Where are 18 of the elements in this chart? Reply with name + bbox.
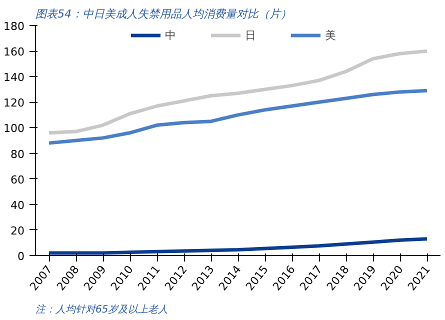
y-tick-label: 100 <box>4 122 25 136</box>
y-tick-label: 120 <box>4 96 25 110</box>
y-tick-label: 20 <box>10 224 25 238</box>
y-tick-label: 40 <box>10 198 25 212</box>
line-series <box>47 88 429 145</box>
y-tick-label: 140 <box>4 71 25 84</box>
y-tick-label: 80 <box>10 148 25 161</box>
y-tick-label: 180 <box>4 20 25 33</box>
legend-label: 日 <box>245 28 257 42</box>
legend-label: 美 <box>325 28 337 42</box>
text: 注：人均针对65岁及以上老人 <box>36 304 168 316</box>
line-series <box>47 237 429 255</box>
line-series <box>47 49 429 135</box>
chart-title: 图表54：中日美成人失禁用品人均消费量对比（片） <box>36 8 292 20</box>
y-tick-label: 60 <box>10 173 25 186</box>
y-tick-label: 160 <box>4 46 25 59</box>
legend-label: 中 <box>165 28 177 42</box>
y-tick-label: 0 <box>18 250 24 263</box>
